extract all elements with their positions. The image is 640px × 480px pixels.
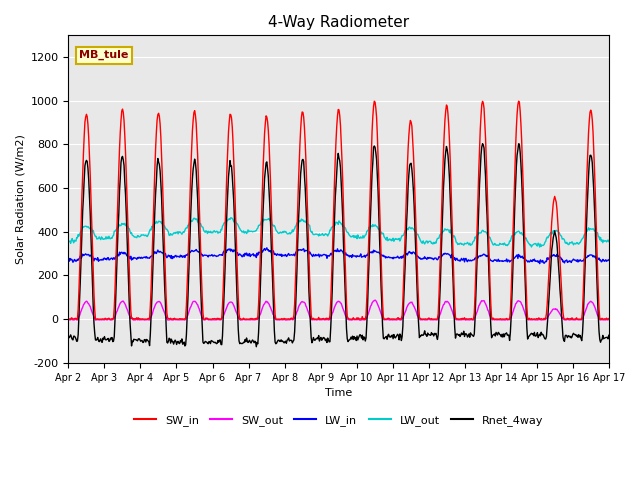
SW_out <box>185 310 193 315</box>
Text: MB_tule: MB_tule <box>79 50 129 60</box>
LW_out <box>227 215 235 221</box>
Rnet_4way <box>405 171 413 177</box>
LW_out <box>213 228 221 234</box>
Line: LW_in: LW_in <box>68 248 609 264</box>
Line: SW_in: SW_in <box>68 101 609 319</box>
Title: 4-Way Radiometer: 4-Way Radiometer <box>268 15 409 30</box>
LW_in <box>74 257 82 263</box>
SW_in <box>213 315 221 321</box>
SW_in <box>74 306 82 312</box>
Rnet_4way <box>130 336 138 342</box>
Line: Rnet_4way: Rnet_4way <box>68 144 609 347</box>
LW_in <box>421 254 429 260</box>
Rnet_4way <box>605 332 612 338</box>
LW_out <box>185 223 193 228</box>
LW_out <box>405 225 413 230</box>
SW_in <box>65 316 72 322</box>
LW_in <box>263 245 271 251</box>
LW_in <box>605 257 612 263</box>
LW_in <box>130 255 138 261</box>
Rnet_4way <box>74 332 82 337</box>
LW_in <box>213 253 221 259</box>
LW_in <box>405 249 413 255</box>
Rnet_4way <box>479 141 486 146</box>
SW_out <box>130 317 138 323</box>
Line: LW_out: LW_out <box>68 218 609 247</box>
LW_in <box>185 252 193 257</box>
Y-axis label: Solar Radiation (W/m2): Solar Radiation (W/m2) <box>15 134 25 264</box>
LW_in <box>65 257 72 263</box>
LW_out <box>536 244 543 250</box>
Rnet_4way <box>252 344 260 349</box>
Rnet_4way <box>185 273 193 279</box>
LW_out <box>130 233 138 239</box>
SW_out <box>65 317 72 323</box>
SW_out <box>74 315 82 321</box>
SW_out <box>371 297 379 303</box>
SW_out <box>213 316 221 322</box>
Legend: SW_in, SW_out, LW_in, LW_out, Rnet_4way: SW_in, SW_out, LW_in, LW_out, Rnet_4way <box>129 411 548 431</box>
LW_out <box>65 238 72 244</box>
Line: SW_out: SW_out <box>68 300 609 320</box>
SW_in <box>605 316 612 322</box>
LW_out <box>74 232 82 238</box>
X-axis label: Time: Time <box>325 388 352 398</box>
Rnet_4way <box>421 328 429 334</box>
LW_out <box>421 241 429 247</box>
SW_in <box>515 98 522 104</box>
SW_out <box>422 317 429 323</box>
Rnet_4way <box>213 340 221 346</box>
SW_in <box>404 145 412 151</box>
Rnet_4way <box>65 333 72 339</box>
SW_in <box>130 316 138 322</box>
LW_in <box>536 261 543 266</box>
SW_in <box>185 238 193 243</box>
SW_out <box>406 300 413 306</box>
LW_out <box>605 239 612 244</box>
SW_out <box>605 317 612 323</box>
SW_out <box>356 317 364 323</box>
SW_in <box>420 316 428 322</box>
